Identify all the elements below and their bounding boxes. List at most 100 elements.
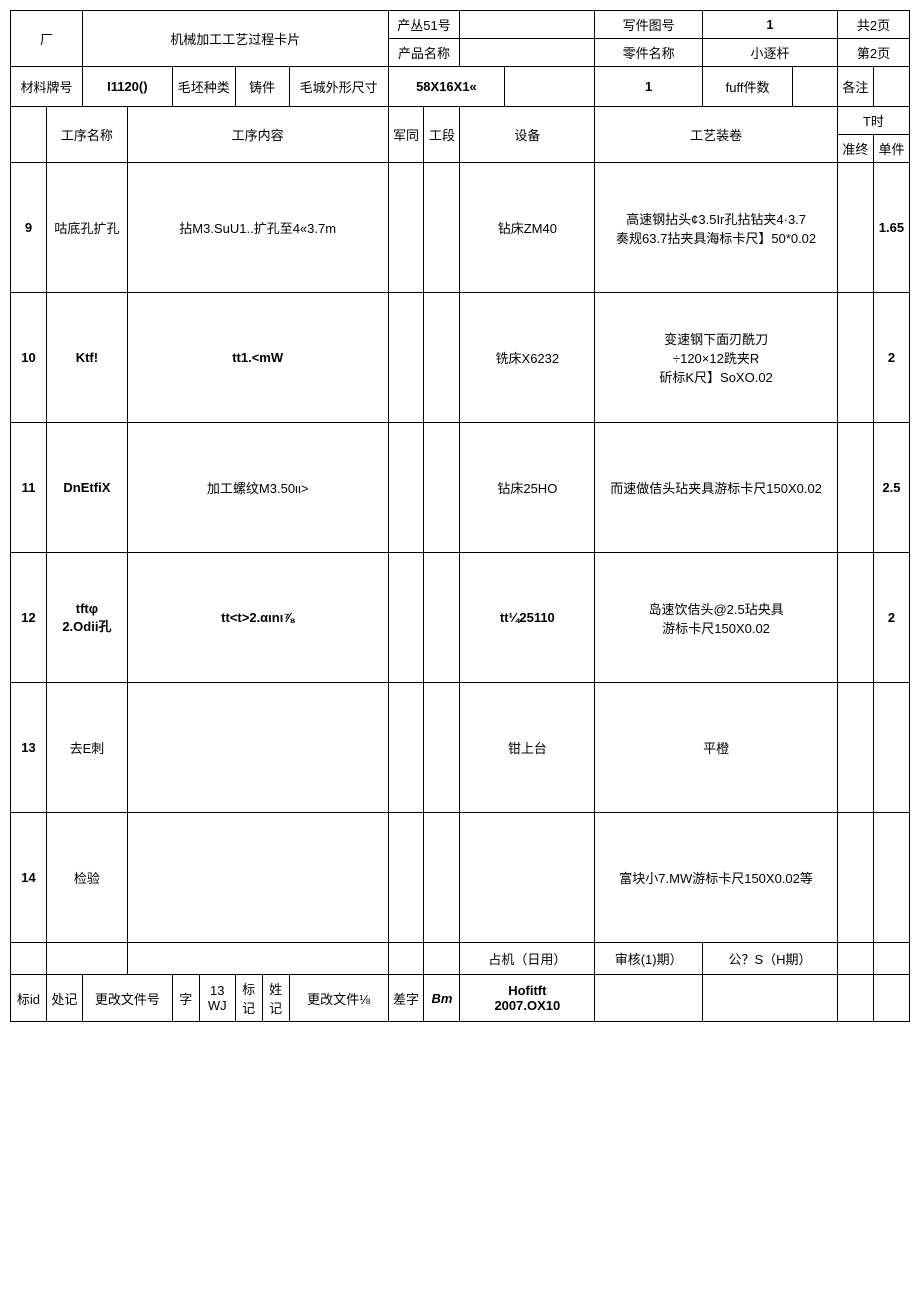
name-label: 姓记	[262, 975, 289, 1022]
footer-empty	[388, 943, 424, 975]
row-section	[424, 683, 460, 813]
product-name-value	[460, 39, 595, 67]
column-header-row: 工序名称 工序内容 军同 工段 设备 工艺装卷 T时	[11, 107, 910, 135]
col-equipment: 设备	[460, 107, 595, 163]
footer-empty	[595, 975, 703, 1022]
row-content: 加工螺纹M3.50ιι>	[127, 423, 388, 553]
row-name: 去E刺	[46, 683, 127, 813]
product-name-label: 产品名称	[388, 39, 460, 67]
row-name: 检验	[46, 813, 127, 943]
col-content: 工序内容	[127, 107, 388, 163]
part-name-label: 零件名称	[595, 39, 703, 67]
row-workshop	[388, 163, 424, 293]
table-row: 9 咕底孔扩孔 拈M3.SuU1..扩孔至4«3.7m 钻床ZM40 高速钢拈头…	[11, 163, 910, 293]
row-name: Ktf!	[46, 293, 127, 423]
col-time-header: T时	[837, 107, 909, 135]
product-code-label: 产丛51号	[388, 11, 460, 39]
row-prep	[837, 553, 873, 683]
row-section	[424, 163, 460, 293]
row-unit: 2	[873, 293, 909, 423]
col-time-unit: 单件	[873, 135, 909, 163]
footer-sign2: 审核(1)期）	[595, 943, 703, 975]
footer-empty	[703, 975, 838, 1022]
col-section: 工段	[424, 107, 460, 163]
row-equipment	[460, 813, 595, 943]
row-tooling: 高速钢拈头¢3.5Ir孔拈钻夹4·3.7 奏规63.7拈夹具海标卡尺】50*0.…	[595, 163, 838, 293]
row-seq: 10	[11, 293, 47, 423]
footer-empty	[424, 943, 460, 975]
footer-bottom-row: 标id 处记 更改文件号 字 13 WJ 标记 姓记 更改文件⅛ 差字 Bm H…	[11, 975, 910, 1022]
row-workshop	[388, 813, 424, 943]
product-code-value	[460, 11, 595, 39]
row-seq: 12	[11, 553, 47, 683]
table-row: 13 去E刺 钳上台 平橙	[11, 683, 910, 813]
table-row: 10 Ktf! tt1.<mW 铣床X6232 变速钢下面刃酰刀 ÷120×12…	[11, 293, 910, 423]
row-name: tftφ 2.Odii孔	[46, 553, 127, 683]
row-unit	[873, 813, 909, 943]
mark-note: 处记	[46, 975, 82, 1022]
factory-label: 厂	[11, 11, 83, 67]
bm-label: Bm	[424, 975, 460, 1022]
row-content	[127, 813, 388, 943]
mark-id: 标id	[11, 975, 47, 1022]
col-name: 工序名称	[46, 107, 127, 163]
table-row: 14 检验 富块小7.MW游标卡尺150X0.02等	[11, 813, 910, 943]
row-seq: 9	[11, 163, 47, 293]
row-section	[424, 423, 460, 553]
row-unit: 2	[873, 553, 909, 683]
footer-empty	[127, 943, 388, 975]
count-empty1	[505, 67, 595, 107]
row-seq: 14	[11, 813, 47, 943]
remark-label: 各注	[837, 67, 873, 107]
footer-empty	[873, 975, 909, 1022]
table-row: 11 DnEtfiX 加工螺纹M3.50ιι> 钻床25HO 而速做佶头玷夹具游…	[11, 423, 910, 553]
row-unit: 2.5	[873, 423, 909, 553]
row-prep	[837, 423, 873, 553]
row-section	[424, 553, 460, 683]
row-content: 拈M3.SuU1..扩孔至4«3.7m	[127, 163, 388, 293]
hofitft: Hofitft 2007.OX10	[460, 975, 595, 1022]
header-row-1: 厂 机械加工工艺过程卡片 产丛51号 写件图号 1 共2页	[11, 11, 910, 39]
table-row: 12 tftφ 2.Odii孔 tt<t>2.αιnι⅞ tt¼25110 岛速…	[11, 553, 910, 683]
row-name: 咕底孔扩孔	[46, 163, 127, 293]
footer-empty	[11, 943, 47, 975]
row-tooling: 富块小7.MW游标卡尺150X0.02等	[595, 813, 838, 943]
row-name: DnEtfiX	[46, 423, 127, 553]
row-section	[424, 293, 460, 423]
page-current: 第2页	[837, 39, 909, 67]
row-equipment: 钻床25HO	[460, 423, 595, 553]
count1-value: 1	[595, 67, 703, 107]
row-workshop	[388, 423, 424, 553]
row-prep	[837, 163, 873, 293]
mark-label: 标记	[235, 975, 262, 1022]
row-equipment: 钳上台	[460, 683, 595, 813]
drawing-value: 1	[703, 11, 838, 39]
row-prep	[837, 293, 873, 423]
row-prep	[837, 683, 873, 813]
row-workshop	[388, 553, 424, 683]
diff-label: 差字	[388, 975, 424, 1022]
row-section	[424, 813, 460, 943]
row-seq: 13	[11, 683, 47, 813]
row-equipment: tt¼25110	[460, 553, 595, 683]
change-file: 更改文件号	[82, 975, 172, 1022]
count2-label: fuff件数	[703, 67, 793, 107]
row-content	[127, 683, 388, 813]
row-workshop	[388, 683, 424, 813]
process-card-table: 厂 机械加工工艺过程卡片 产丛51号 写件图号 1 共2页 产品名称 零件名称 …	[10, 10, 910, 1022]
blank-size-value: 58X16X1«	[388, 67, 505, 107]
card-title: 机械加工工艺过程卡片	[82, 11, 388, 67]
row-prep	[837, 813, 873, 943]
row-workshop	[388, 293, 424, 423]
row-tooling: 平橙	[595, 683, 838, 813]
footer-signature-row: 占机（日用） 审核(1)期） 公？S（H期）	[11, 943, 910, 975]
material-row: 材料牌号 I1120() 毛坯种类 铸件 毛城外形尺寸 58X16X1« 1 f…	[11, 67, 910, 107]
wj13: 13 WJ	[199, 975, 235, 1022]
footer-empty	[837, 943, 873, 975]
footer-sign3: 公？S（H期）	[703, 943, 838, 975]
material-label: 材料牌号	[11, 67, 83, 107]
material-value: I1120()	[82, 67, 172, 107]
casting-label: 铸件	[235, 67, 289, 107]
row-content: tt<t>2.αιnι⅞	[127, 553, 388, 683]
col-time-prep: 准终	[837, 135, 873, 163]
